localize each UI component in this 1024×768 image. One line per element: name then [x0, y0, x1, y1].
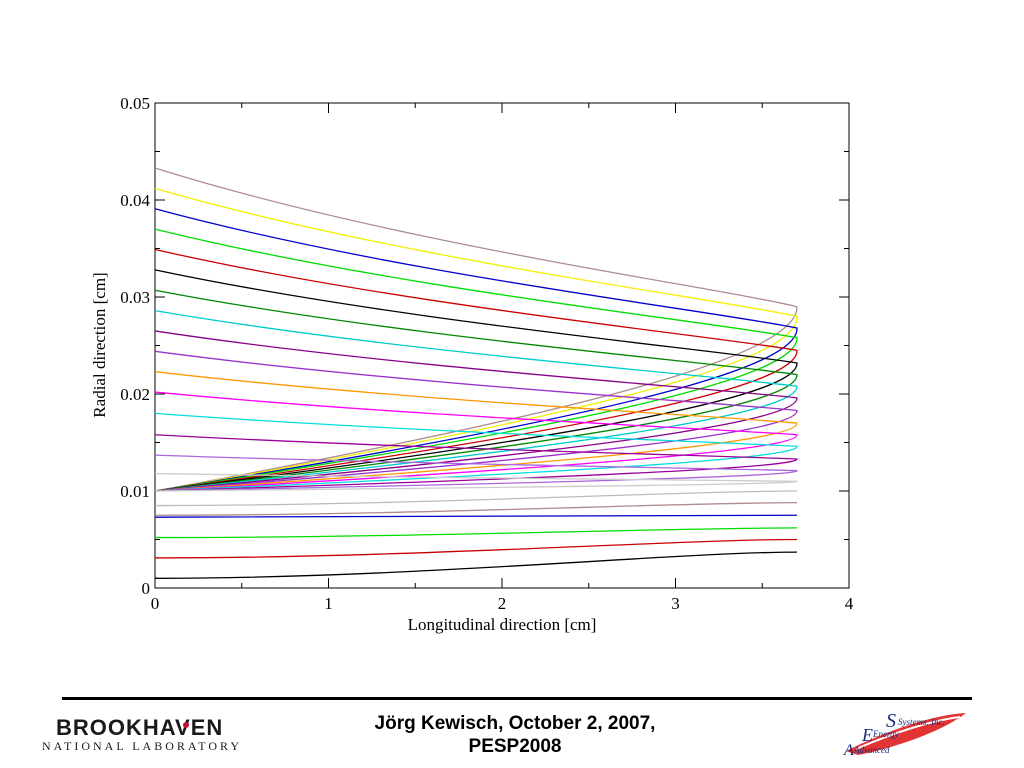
- trajectory-line: [154, 248, 798, 492]
- y-tick-label: 0.03: [120, 288, 150, 307]
- trajectory-line-lower: [154, 538, 797, 559]
- footer-author-line: Jörg Kewisch, October 2, 2007,: [374, 713, 656, 734]
- x-axis-label: Longitudinal direction [cm]: [408, 615, 597, 634]
- trajectory-line-lower: [154, 490, 797, 507]
- aes-advanced-text: Advanced: [853, 745, 890, 755]
- advanced-energy-systems-logo: S Systems, Inc. E Energy A Advanced: [843, 710, 966, 759]
- y-tick-label: 0.04: [120, 191, 150, 210]
- footer-event-line: PESP2008: [468, 736, 562, 757]
- trajectory-line: [154, 187, 798, 492]
- aes-letter-s: S: [886, 710, 896, 732]
- trajectory-line: [154, 330, 798, 492]
- trajectory-line: [154, 208, 798, 492]
- aes-swoosh-highlight-icon: [855, 716, 961, 750]
- trajectory-chart: 0 1 2 3 4 0 0.01 0.02 0.03 0.04 0.05 Longitudinal …: [90, 94, 854, 634]
- x-tick-label: 2: [498, 594, 507, 613]
- trajectory-line: [154, 454, 798, 492]
- y-tick-label: 0: [142, 579, 151, 598]
- trajectory-line: [154, 350, 798, 492]
- y-axis-label: Radial direction [cm]: [90, 272, 109, 417]
- brookhaven-subtitle: NATIONAL LABORATORY: [42, 739, 243, 753]
- trajectory-line-lower: [154, 514, 797, 518]
- x-tick-label: 4: [845, 594, 854, 613]
- x-tick-label: 0: [151, 594, 160, 613]
- trajectory-line-lower: [154, 527, 797, 539]
- aes-letter-a: A: [843, 742, 854, 759]
- trajectory-line-lower: [154, 551, 797, 579]
- footer-divider: [62, 697, 972, 700]
- trajectory-line: [154, 391, 798, 492]
- trajectory-line: [154, 472, 798, 492]
- footer-credit: Jörg Kewisch, October 2, 2007, PESP2008: [300, 712, 730, 758]
- x-tick-label: 1: [324, 594, 333, 613]
- trajectory-series: [154, 167, 798, 579]
- y-tick-label: 0.02: [120, 385, 150, 404]
- trajectory-line-lower: [154, 501, 797, 516]
- brookhaven-wordmark: BROOKHAVEN: [56, 715, 224, 740]
- aes-energy-text: Energy: [872, 729, 899, 739]
- y-tick-label: 0.01: [120, 482, 150, 501]
- trajectory-line: [154, 228, 798, 492]
- aes-swoosh-icon: [846, 713, 966, 755]
- trajectory-line: [154, 289, 798, 492]
- trajectory-line: [154, 167, 798, 492]
- y-tick-label: 0.05: [120, 94, 150, 113]
- x-tick-label: 3: [671, 594, 680, 613]
- trajectory-line: [154, 269, 798, 492]
- brookhaven-logo: BROOKHAVEN NATIONAL LABORATORY: [40, 715, 275, 755]
- axis-ticks: 0 1 2 3 4 0 0.01 0.02 0.03 0.04 0.05: [120, 94, 854, 613]
- aes-systems-text: Systems, Inc.: [898, 717, 945, 727]
- trajectory-line: [154, 412, 798, 492]
- brookhaven-red-dot-icon: [183, 722, 189, 728]
- aes-letter-e: E: [861, 725, 873, 745]
